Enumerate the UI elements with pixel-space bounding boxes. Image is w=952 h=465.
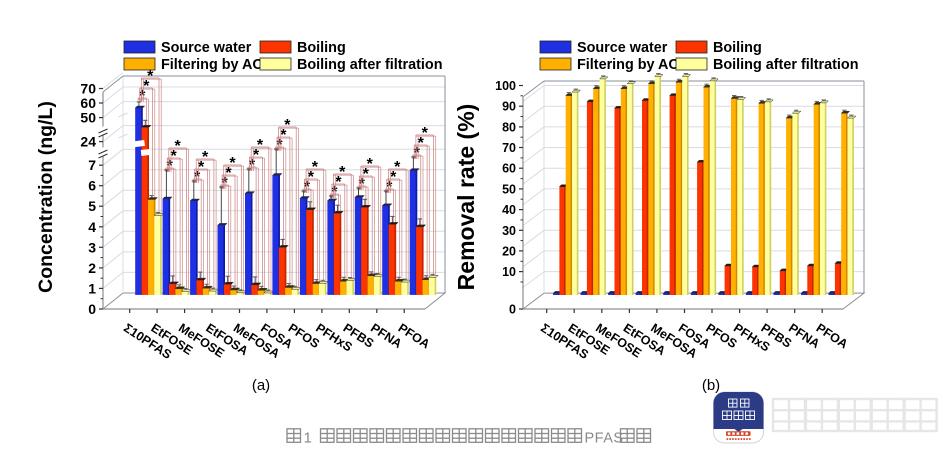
svg-text:60: 60 bbox=[502, 162, 516, 176]
svg-text:70: 70 bbox=[502, 141, 516, 155]
svg-text:Filtering by AC: Filtering by AC bbox=[161, 57, 263, 73]
svg-text:*: * bbox=[167, 158, 174, 175]
svg-text:*: * bbox=[386, 179, 393, 196]
svg-text:3: 3 bbox=[88, 239, 96, 255]
svg-text:*: * bbox=[367, 156, 374, 173]
svg-text:(a): (a) bbox=[252, 377, 270, 394]
svg-text:*: * bbox=[304, 179, 311, 196]
svg-text:*: * bbox=[249, 157, 256, 174]
svg-text:Boiling: Boiling bbox=[713, 40, 762, 56]
svg-text:4: 4 bbox=[88, 219, 96, 235]
svg-text:*: * bbox=[414, 145, 421, 162]
svg-text:5: 5 bbox=[88, 198, 96, 214]
svg-text:*: * bbox=[257, 137, 264, 154]
svg-text:*: * bbox=[276, 137, 283, 154]
svg-text:Removal rate (%): Removal rate (%) bbox=[453, 104, 479, 291]
svg-text:Boiling after filtration: Boiling after filtration bbox=[713, 57, 859, 73]
svg-text:*: * bbox=[139, 88, 146, 105]
svg-text:*: * bbox=[312, 159, 319, 176]
svg-text:6: 6 bbox=[88, 178, 96, 194]
svg-text:70: 70 bbox=[80, 81, 96, 97]
svg-text:*: * bbox=[280, 127, 287, 144]
svg-text:1: 1 bbox=[304, 429, 312, 446]
svg-text:*: * bbox=[194, 169, 201, 186]
svg-text:*: * bbox=[174, 138, 181, 155]
svg-text:10: 10 bbox=[502, 265, 516, 279]
svg-text:*: * bbox=[390, 169, 397, 186]
svg-text:50: 50 bbox=[502, 182, 516, 196]
svg-text:40: 40 bbox=[502, 203, 516, 217]
svg-text:0: 0 bbox=[88, 301, 96, 317]
svg-text:80: 80 bbox=[502, 120, 516, 134]
svg-text:*: * bbox=[359, 176, 366, 193]
svg-text:*: * bbox=[331, 184, 338, 201]
svg-text:20: 20 bbox=[502, 244, 516, 258]
svg-text:100: 100 bbox=[495, 79, 516, 93]
svg-text:50: 50 bbox=[80, 110, 96, 126]
svg-text:Boiling: Boiling bbox=[297, 40, 346, 56]
svg-text:*: * bbox=[229, 155, 236, 172]
svg-text:90: 90 bbox=[502, 100, 516, 114]
svg-text:*: * bbox=[394, 159, 401, 176]
svg-text:(b): (b) bbox=[702, 377, 720, 394]
svg-text:*: * bbox=[363, 166, 370, 183]
svg-text:*: * bbox=[202, 149, 209, 166]
svg-text:2: 2 bbox=[88, 260, 96, 276]
svg-text:*: * bbox=[418, 135, 425, 152]
svg-text:Concentration (ng/L): Concentration (ng/L) bbox=[35, 101, 57, 293]
svg-text:*: * bbox=[143, 78, 150, 95]
svg-text:*: * bbox=[225, 165, 232, 182]
svg-text:*: * bbox=[284, 117, 291, 134]
svg-text:30: 30 bbox=[502, 224, 516, 238]
svg-text:*: * bbox=[422, 125, 429, 142]
svg-text:60: 60 bbox=[80, 95, 96, 111]
svg-text:Source water: Source water bbox=[161, 40, 252, 56]
svg-text:*: * bbox=[198, 159, 205, 176]
svg-text:PFAS: PFAS bbox=[585, 430, 624, 446]
svg-text:0: 0 bbox=[509, 303, 516, 317]
svg-text:Boiling after filtration: Boiling after filtration bbox=[297, 57, 443, 73]
svg-text:Filtering by AC: Filtering by AC bbox=[577, 57, 679, 73]
svg-text:24: 24 bbox=[80, 134, 96, 150]
svg-text:*: * bbox=[253, 147, 260, 164]
svg-text:Source water: Source water bbox=[577, 40, 668, 56]
svg-text:7: 7 bbox=[88, 157, 96, 173]
svg-text:*: * bbox=[170, 148, 177, 165]
svg-text:*: * bbox=[221, 175, 228, 192]
svg-text:*: * bbox=[335, 174, 342, 191]
svg-text:*: * bbox=[339, 164, 346, 181]
svg-text:1: 1 bbox=[88, 280, 96, 296]
svg-text:*: * bbox=[308, 169, 315, 186]
svg-text:*: * bbox=[147, 68, 154, 85]
